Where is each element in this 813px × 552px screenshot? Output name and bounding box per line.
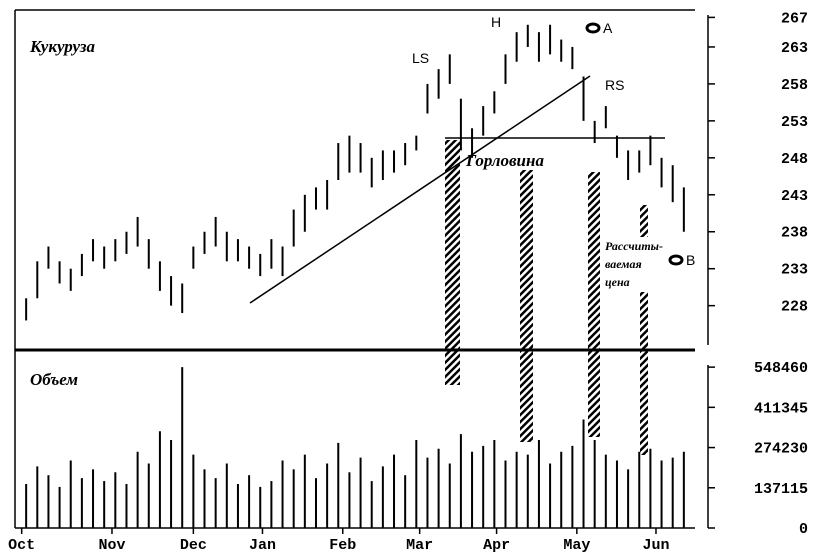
annotation: B <box>686 252 695 268</box>
x-tick-label: Nov <box>98 537 125 552</box>
y-tick-label: 238 <box>781 225 808 242</box>
y-tick-label: 137115 <box>754 481 808 498</box>
annotation: ваемая <box>605 257 642 271</box>
y-tick-label: 274230 <box>754 441 808 458</box>
annotation: LS <box>412 50 429 66</box>
x-tick-label: May <box>563 537 590 552</box>
marker-b <box>668 254 684 266</box>
y-tick-label: 258 <box>781 77 808 94</box>
x-tick-label: Feb <box>329 537 356 552</box>
x-tick-label: Mar <box>406 537 433 552</box>
y-tick-label: 548460 <box>754 360 808 377</box>
y-tick-label: 267 <box>781 10 808 27</box>
annotation: Рассчиты- <box>605 239 663 253</box>
hatch-bar <box>588 172 600 437</box>
annotation: A <box>603 20 613 36</box>
x-tick-label: Dec <box>180 537 207 552</box>
x-tick-label: Oct <box>8 537 35 552</box>
x-tick-label: Jan <box>249 537 276 552</box>
marker-a <box>585 22 601 34</box>
y-tick-label: 411345 <box>754 400 808 417</box>
hatch-bar <box>520 170 533 442</box>
annotation: Горловина <box>465 151 544 170</box>
chart-title: Кукуруза <box>29 37 96 56</box>
y-tick-label: 243 <box>781 188 808 205</box>
hatch-bar <box>640 292 648 455</box>
y-tick-label: 253 <box>781 114 808 131</box>
trendline <box>249 75 591 304</box>
x-tick-label: Jun <box>642 537 669 552</box>
hatch-bar <box>640 205 648 237</box>
annotation: H <box>491 14 501 30</box>
y-tick-label: 233 <box>781 262 808 279</box>
hatch-bar <box>445 140 460 385</box>
y-tick-label: 263 <box>781 40 808 57</box>
annotation: цена <box>605 275 630 289</box>
x-tick-label: Apr <box>483 537 510 552</box>
y-tick-label: 0 <box>799 521 808 538</box>
volume-title: Объем <box>30 370 78 389</box>
annotation: RS <box>605 77 624 93</box>
y-tick-label: 228 <box>781 299 808 316</box>
y-tick-label: 248 <box>781 151 808 168</box>
